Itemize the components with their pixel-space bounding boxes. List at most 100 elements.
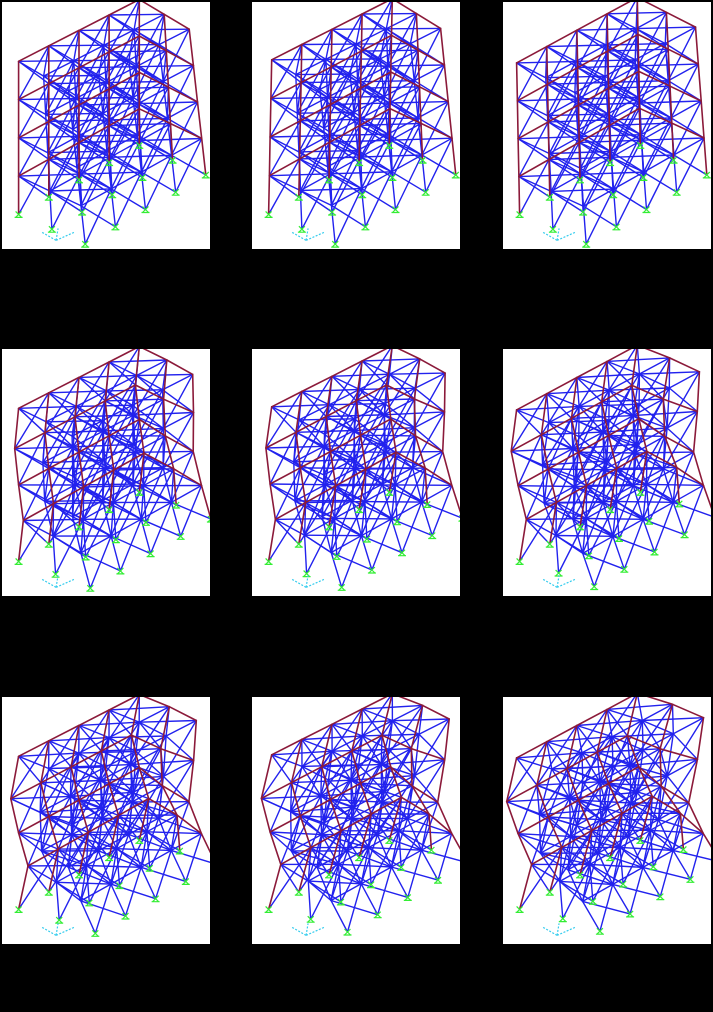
beam-member [17,120,50,139]
pin-support-icon [606,854,615,862]
floor-brace-member [380,763,386,793]
cross-beam-member [350,817,379,836]
brace-member [165,735,195,762]
beam-member [140,849,172,869]
brace-member [574,91,609,115]
cross-beam-member [160,747,195,762]
beam-member [115,831,148,850]
floor-brace-member [576,376,580,408]
beam-member [17,82,50,101]
cross-beam-member [44,431,74,448]
cross-beam-member [546,45,577,63]
beam-member [413,759,446,777]
beam-member [360,171,393,190]
frame-members [515,2,708,216]
beam-member [270,81,302,100]
beam-member [290,766,323,784]
bracing-members [267,2,457,245]
beam-member [358,373,391,391]
cross-beam-member [536,784,571,799]
beam-member [294,483,326,502]
brace-member [110,535,152,555]
pin-support-icon [81,553,90,561]
pin-support-icon [619,880,628,888]
beam-member [354,451,387,470]
brace-member [48,767,72,798]
brace-member [301,765,322,797]
brace-member [515,409,543,436]
floor-brace-member [634,27,637,61]
brace-member [612,765,638,794]
brace-member [17,832,59,850]
beam-member [657,802,690,821]
cross-beam-member [547,121,581,138]
beam-member [109,139,142,159]
cross-beam-member [55,881,82,902]
floor-brace-member [641,719,644,751]
cross-beam-member [361,708,394,722]
floor-brace-member [307,846,312,882]
beam-member [78,783,110,801]
floor-brace-member [129,763,135,794]
frame-members [510,349,711,563]
beam-member [612,749,644,767]
beam-member [611,719,644,738]
floor-brace-member [390,139,393,173]
floor-brace-member [105,736,110,768]
brace-member [67,866,112,885]
cross-beam-member [296,112,325,129]
beam-member [47,135,79,154]
cross-beam-member [575,60,606,77]
cross-beam-member [354,467,384,485]
brace-member [387,133,423,156]
floor-brace-member [672,466,678,504]
pin-support-icon [576,176,584,184]
brace-member [582,205,618,228]
cross-beam-member [418,358,446,374]
mode-shape-panel-3 [503,2,711,249]
beam-member [358,102,391,121]
cross-beam-member [130,734,162,750]
beam-member [300,723,333,741]
floor-brace-member [293,431,297,463]
brace-member [76,166,112,190]
beam-member [621,795,653,815]
bracing-members [515,2,708,245]
cross-beam-member [48,158,81,175]
cross-beam-member [411,785,439,803]
beam-member [146,814,178,833]
beam-member [353,790,386,808]
brace-member [642,171,678,193]
beam-member [545,724,578,743]
beam-member [417,100,449,119]
cross-beam-member [48,392,78,408]
floor-brace-member [69,795,74,825]
beam-member [361,720,394,737]
cross-beam-member [641,719,675,735]
brace-member [582,781,608,810]
cross-beam-member [515,757,553,770]
beam-member [383,426,416,445]
floor-brace-member [381,451,387,485]
brace-member [102,459,134,485]
floor-brace-member [140,831,148,869]
beam-member [102,791,135,809]
floor-brace-member [76,135,79,169]
brace-member [610,156,645,179]
frame-model [14,2,210,248]
pin-support-icon [558,915,567,923]
beam-member [611,866,644,886]
beam-member [411,450,444,469]
pin-support-icon [669,156,678,164]
pin-support-icon [367,881,376,889]
brace-member [136,134,173,157]
pin-support-icon [325,176,333,184]
brace-member [301,738,323,768]
brace-member [17,137,50,161]
beam-member [642,501,674,521]
beam-member [270,390,303,408]
beam-member [102,443,134,461]
beam-member [135,50,168,68]
brace-member [530,863,551,893]
brace-member [619,846,655,868]
